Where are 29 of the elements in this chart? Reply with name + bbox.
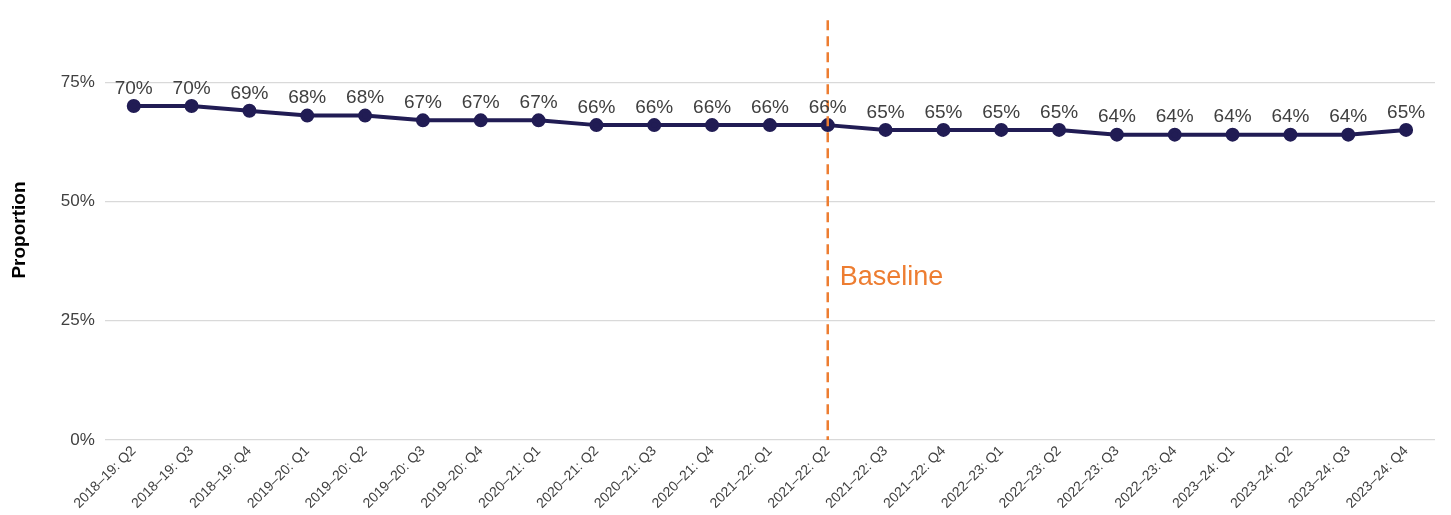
text: 64%: [1271, 105, 1310, 127]
y-tick-label: 75%: [60, 71, 95, 91]
text: 64%: [1097, 105, 1136, 127]
text: 67%: [403, 91, 442, 113]
text: 69%: [230, 81, 269, 103]
y-tick-label: 50%: [60, 191, 95, 211]
text: 70%: [172, 76, 211, 98]
text: 64%: [1329, 105, 1368, 127]
text: 66%: [635, 95, 674, 117]
text: 65%: [1387, 100, 1426, 122]
text: 67%: [461, 91, 500, 113]
text: 66%: [577, 95, 616, 117]
text: 64%: [1213, 105, 1252, 127]
text: 64%: [1155, 105, 1194, 127]
text: 66%: [693, 95, 732, 117]
text: 65%: [924, 100, 963, 122]
text: 65%: [866, 100, 905, 122]
y-axis-title: Proportion: [7, 181, 29, 279]
y-tick-label: 0%: [70, 429, 95, 449]
text: 66%: [750, 95, 789, 117]
text: 65%: [1040, 100, 1079, 122]
text: 66%: [808, 95, 847, 117]
text: 65%: [982, 100, 1021, 122]
text: 68%: [346, 86, 385, 108]
text: 67%: [519, 91, 558, 113]
ref-line-label: Baseline: [839, 261, 944, 292]
y-tick-label: 25%: [60, 310, 95, 330]
text: 70%: [114, 76, 153, 98]
text: 68%: [288, 86, 327, 108]
